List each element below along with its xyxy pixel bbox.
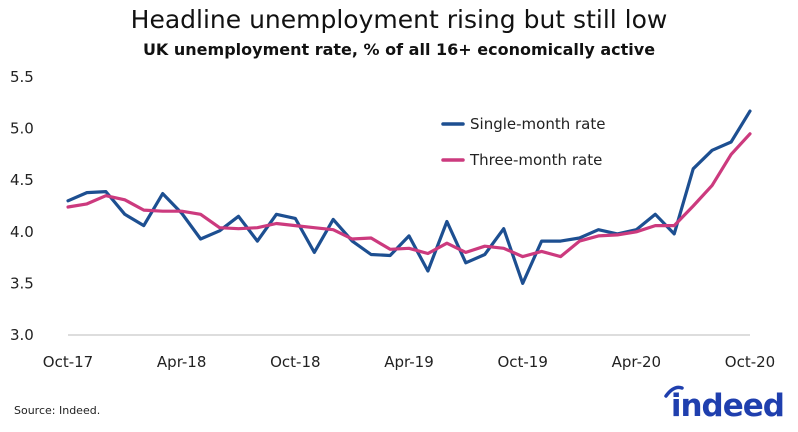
y-tick-label: 4.0 — [10, 223, 34, 241]
indeed-logo: indeed — [670, 388, 785, 424]
y-tick-label: 3.5 — [10, 274, 34, 292]
logo-arc-icon — [664, 385, 684, 398]
legend-label: Three-month rate — [469, 151, 602, 169]
source-note: Source: Indeed. — [14, 404, 101, 417]
x-tick-label: Oct-19 — [497, 353, 547, 371]
x-tick-label: Oct-20 — [725, 353, 775, 371]
x-tick-label: Apr-18 — [157, 353, 207, 371]
y-tick-label: 4.5 — [10, 171, 34, 189]
x-tick-label: Oct-18 — [270, 353, 320, 371]
legend-label: Single-month rate — [470, 115, 605, 133]
y-axis: 3.0 3.5 4.0 4.5 5.0 5.5 — [10, 68, 34, 344]
series-lines — [66, 109, 752, 285]
y-tick-label: 5.5 — [10, 68, 34, 86]
y-tick-label: 3.0 — [10, 326, 34, 344]
series-line-three-month — [66, 132, 752, 259]
series-line-single-month — [66, 109, 752, 285]
x-tick-label: Apr-20 — [612, 353, 662, 371]
x-tick-label: Apr-19 — [384, 353, 434, 371]
x-tick-label: Oct-17 — [43, 353, 93, 371]
legend: Single-month rate Three-month rate — [441, 115, 605, 169]
x-axis: Oct-17 Apr-18 Oct-18 Apr-19 Oct-19 Apr-20 Oct-… — [43, 334, 775, 371]
chart-title: Headline unemployment rising but still l… — [130, 5, 668, 34]
y-tick-label: 5.0 — [10, 120, 34, 138]
chart-subtitle: UK unemployment rate, % of all 16+ econo… — [142, 40, 656, 59]
